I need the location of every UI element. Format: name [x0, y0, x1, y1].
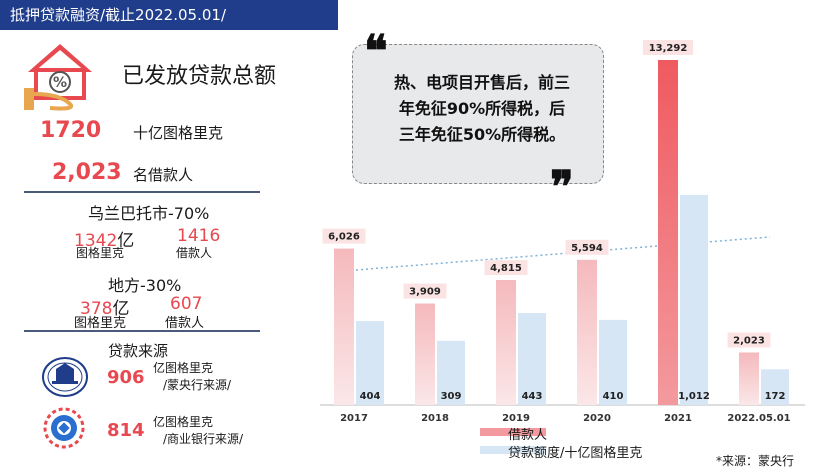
data-label-borrowers: 13,292: [649, 43, 688, 54]
data-label-borrowers: 2,023: [733, 335, 765, 346]
bar-borrowers: [415, 303, 435, 405]
section-title: 已发放贷款总额: [122, 64, 277, 89]
x-tick-label: 2020: [583, 413, 611, 424]
data-label-borrowers: 3,909: [409, 287, 441, 298]
data-label-bg-borrowers: [403, 283, 447, 299]
local-title: 地方-30%: [108, 276, 182, 295]
data-label-bg-borrowers: [484, 260, 528, 276]
local-borrowers-label: 借款人: [165, 316, 205, 331]
bar-loans: [680, 194, 708, 405]
data-label-bg-borrowers: [565, 239, 609, 255]
ub-amount-label: 图格里克: [76, 246, 125, 260]
data-label-loans: 309: [441, 391, 462, 402]
commercial-bank-logo: [43, 407, 85, 449]
source-central-label: 亿图格里克 /蒙央行来源/: [153, 361, 232, 392]
source-central-value: 906: [107, 367, 145, 388]
divider: [24, 191, 260, 193]
legend-label-borrowers: 借款人: [508, 428, 548, 443]
loan-bar-chart: 6,026 404 2017 3,909 309 2018 4,815 443 2019 5,59…: [320, 40, 805, 424]
bar-loans: [761, 369, 789, 405]
ub-amount: 1342亿: [74, 231, 135, 251]
bar-loans: [356, 321, 384, 405]
bar-loans: [599, 319, 627, 405]
local-borrowers: 607: [170, 294, 203, 314]
bar-loans: [518, 313, 546, 405]
x-tick-label: 2017: [340, 413, 368, 424]
data-label-loans: 1,012: [678, 391, 710, 402]
data-label-borrowers: 5,594: [571, 243, 603, 254]
x-tick-label: 2018: [421, 413, 449, 424]
page-header: 抵押贷款融资/截止2022.05.01/: [0, 0, 338, 30]
ub-borrowers-label: 借款人: [176, 246, 213, 260]
source-commercial-label: 亿图格里克 /商业银行来源/: [153, 415, 244, 446]
close-quote-icon: ❞: [550, 162, 574, 213]
bar-borrowers: [739, 352, 759, 405]
header-title: 抵押贷款融资/截止2022.05.01/: [10, 6, 226, 24]
legend-label-loans: 贷款额度/十亿图格里克: [508, 446, 643, 461]
footnote: *来源：蒙央行: [716, 454, 795, 468]
sources-title: 贷款来源: [108, 342, 169, 360]
data-label-bg-borrowers: [643, 40, 693, 55]
legend-swatch-loans: [480, 446, 546, 454]
data-label-loans: 443: [522, 391, 543, 402]
total-borrowers: 2,023: [52, 160, 122, 185]
data-label-loans: 404: [360, 391, 381, 402]
bar-loans: [437, 340, 465, 405]
data-label-loans: 410: [603, 391, 624, 402]
bar-borrowers: [334, 248, 354, 405]
local-amount-label: 图格里克: [74, 316, 127, 331]
quote-text: 热、电项目开售后，前三 年免征90%所得税，后 三年免征50%所得税。: [393, 73, 570, 144]
local-amount: 378亿: [80, 299, 130, 319]
quote-box: [352, 44, 604, 184]
open-quote-icon: ❝: [364, 26, 388, 77]
bar-borrowers: [496, 280, 516, 405]
total-amount-unit: 十亿图格里克: [133, 124, 224, 142]
total-borrowers-unit: 名借款人: [133, 166, 194, 184]
x-tick-label: 2019: [502, 413, 530, 424]
data-label-bg-borrowers: [727, 332, 771, 348]
x-tick-label: 2022.05.01: [727, 413, 790, 424]
bar-borrowers: [577, 259, 597, 405]
total-amount: 1720: [40, 118, 102, 143]
svg-text:%: %: [53, 75, 67, 91]
data-label-borrowers: 4,815: [490, 263, 522, 274]
divider: [24, 330, 260, 332]
data-label-bg-borrowers: [322, 228, 366, 244]
legend-swatch-borrowers: [480, 428, 546, 436]
central-bank-logo: [42, 357, 88, 397]
bar-borrowers: [658, 60, 678, 405]
house-loan-icon: %: [24, 44, 92, 111]
source-commercial-value: 814: [107, 420, 145, 441]
ub-borrowers: 1416: [177, 226, 221, 246]
ub-title: 乌兰巴托市-70%: [88, 204, 210, 223]
x-tick-label: 2021: [664, 413, 692, 424]
data-label-loans: 172: [765, 391, 786, 402]
data-label-borrowers: 6,026: [328, 232, 360, 243]
